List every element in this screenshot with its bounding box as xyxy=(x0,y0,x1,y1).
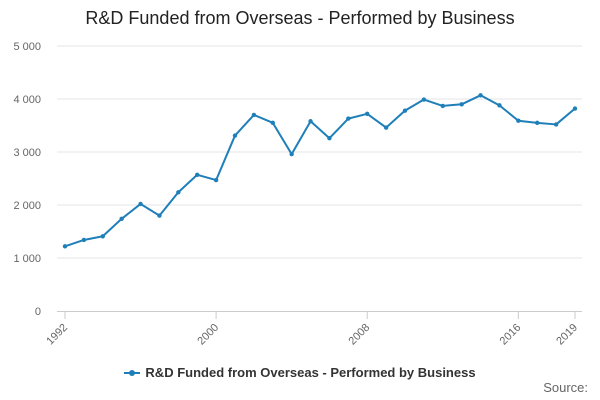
data-point xyxy=(346,116,351,121)
y-tick-label: 1 000 xyxy=(13,253,41,265)
y-tick-label: 4 000 xyxy=(13,94,41,106)
y-tick-label: 2 000 xyxy=(13,200,41,212)
series-line xyxy=(64,94,576,248)
x-tick-label: 1992 xyxy=(44,322,70,348)
data-point xyxy=(459,102,464,107)
legend-label: R&D Funded from Overseas - Performed by … xyxy=(145,365,476,380)
data-point xyxy=(497,103,502,108)
data-point xyxy=(81,237,87,243)
gridlines xyxy=(57,45,582,259)
series xyxy=(62,93,578,249)
data-point xyxy=(553,122,559,127)
data-point xyxy=(421,97,427,102)
data-point xyxy=(365,111,370,117)
data-point xyxy=(251,112,257,118)
data-point xyxy=(383,125,389,130)
data-point xyxy=(572,106,578,111)
axes xyxy=(57,311,582,319)
y-tick-label: 0 xyxy=(35,306,41,318)
x-tick-label: 2019 xyxy=(554,322,580,348)
data-point xyxy=(308,119,313,124)
y-tick-label: 3 000 xyxy=(13,147,41,159)
data-point xyxy=(119,216,124,221)
data-point xyxy=(62,244,68,249)
data-point xyxy=(138,201,143,207)
data-point xyxy=(157,213,162,218)
x-tick-label: 2008 xyxy=(347,322,373,348)
data-point xyxy=(195,172,200,177)
data-point xyxy=(213,177,219,183)
data-point xyxy=(289,151,294,157)
source-label: Source: xyxy=(543,380,588,395)
tick-labels: 0 1 000 2 000 3 000 4 000 5 000 1992 2000 2008 20… xyxy=(13,41,580,347)
data-point xyxy=(535,120,540,126)
x-tick-label: 2016 xyxy=(498,322,524,348)
data-point xyxy=(327,136,332,141)
data-point xyxy=(440,103,445,109)
legend-marker-icon xyxy=(124,366,141,380)
legend[interactable]: R&D Funded from Overseas - Performed by … xyxy=(0,365,600,380)
y-tick-label: 5 000 xyxy=(13,41,41,53)
data-point xyxy=(516,118,521,123)
data-point xyxy=(478,93,483,98)
data-point xyxy=(176,190,181,195)
data-point xyxy=(402,108,408,113)
data-point xyxy=(100,234,105,239)
chart-title: R&D Funded from Overseas - Performed by … xyxy=(85,8,515,28)
data-point xyxy=(232,133,238,138)
data-point xyxy=(270,120,275,126)
x-tick-label: 2000 xyxy=(195,322,221,348)
